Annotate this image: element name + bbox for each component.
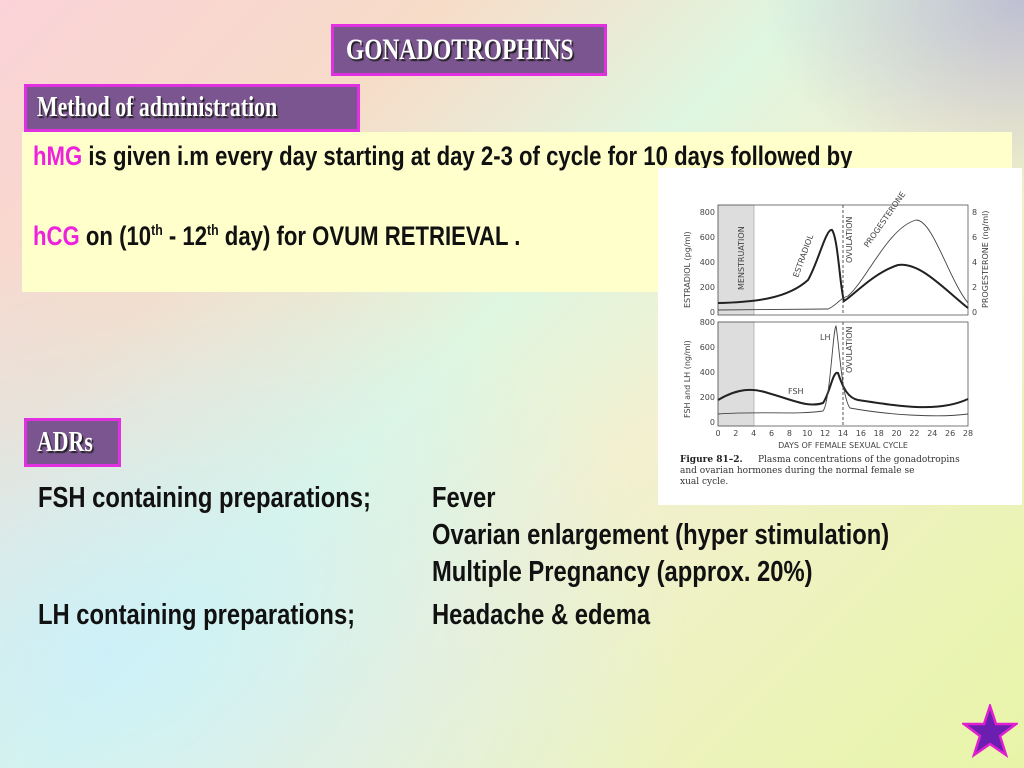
caption-number: Figure 81–2.: [680, 455, 743, 465]
y2-tick-label: 2: [972, 283, 977, 292]
lh-curve: [717, 325, 969, 417]
line-2: hCG on (10th - 12th day) for OVUM RETRIE…: [33, 212, 520, 255]
text: on (10: [79, 221, 152, 251]
y-tick-label: 0: [710, 418, 715, 427]
x-tick-label: 16: [856, 429, 866, 438]
heading: ADRs: [37, 427, 93, 458]
x-tick-label: 2: [733, 429, 738, 438]
label: OVULATION: [845, 216, 854, 263]
x-label: DAYS OF FEMALE SEXUAL CYCLE: [778, 441, 908, 450]
drug: hCG: [33, 221, 80, 251]
y-label: FSH and LH (ng/ml): [683, 340, 692, 418]
adr-item: Headache & edema: [432, 599, 651, 631]
title: GONADOTROPHINS: [346, 33, 574, 66]
text: - 12: [162, 221, 208, 251]
line-1: hMG is given i.m every day starting at d…: [33, 138, 992, 175]
label: OVULATION: [845, 326, 854, 373]
x-tick-label: 26: [945, 429, 955, 438]
y2-tick-label: 8: [972, 208, 977, 217]
x-tick-label: 22: [909, 429, 919, 438]
y-tick-label: 800: [700, 318, 715, 327]
y-tick-label: 200: [700, 393, 715, 402]
y2-label: PROGESTERONE (ng/ml): [981, 211, 990, 309]
star-button[interactable]: [962, 704, 1018, 758]
y-tick-label: 200: [700, 283, 715, 292]
drug: hMG: [33, 141, 83, 171]
y-tick-label: 600: [700, 343, 715, 352]
progesterone-curve: [717, 219, 969, 311]
y-tick-label: 800: [700, 208, 715, 217]
estradiol-curve: [717, 228, 969, 309]
x-tick-label: 28: [963, 429, 973, 438]
section-heading: ADRs: [24, 418, 121, 467]
caption-text: xual cycle.: [680, 477, 728, 487]
y-tick-label: 400: [700, 368, 715, 377]
x-tick-label: 12: [820, 429, 830, 438]
label: LH: [820, 333, 830, 342]
y-tick-label: 600: [700, 233, 715, 242]
adr-item: Multiple Pregnancy (approx. 20%): [432, 556, 813, 588]
x-tick-label: 6: [769, 429, 774, 438]
adr-label: FSH containing preparations;: [38, 482, 371, 514]
adr-item: Ovarian enlargement (hyper stimulation): [432, 519, 890, 551]
y2-tick-label: 6: [972, 233, 977, 242]
x-tick-label: 14: [838, 429, 848, 438]
x-tick-label: 10: [802, 429, 812, 438]
x-tick-label: 4: [751, 429, 756, 438]
menstruation-band: [717, 204, 755, 316]
sup: th: [151, 222, 163, 239]
y-tick-label: 0: [710, 308, 715, 317]
star[interactable]: [962, 704, 1018, 758]
label: FSH: [788, 387, 804, 396]
x-tick-label: 8: [787, 429, 792, 438]
title-box: GONADOTROPHINS: [331, 24, 607, 76]
caption-text: and ovarian hormones during the normal f…: [680, 466, 914, 476]
section-heading: Method of administration: [24, 84, 360, 132]
y2-tick-label: 4: [972, 258, 977, 267]
y-tick-label: 400: [700, 258, 715, 267]
y2-tick-label: 0: [972, 308, 977, 317]
label: MENSTRUATION: [737, 226, 746, 290]
caption-text: Plasma concentrations of the gonadotropi…: [758, 455, 960, 465]
x-tick-label: 18: [874, 429, 884, 438]
x-tick-label: 24: [927, 429, 937, 438]
text: is given i.m every day starting at day 2…: [82, 141, 853, 171]
text: day) for OVUM RETRIEVAL .: [218, 221, 521, 251]
heading: Method of administration: [37, 92, 278, 123]
adr-label: LH containing preparations;: [38, 599, 356, 631]
x-tick-label: 0: [715, 429, 720, 438]
sup: th: [207, 222, 219, 239]
menstruation-band: [717, 321, 755, 427]
fsh-curve: [717, 371, 969, 409]
adr-item: Fever: [432, 482, 496, 514]
x-tick-label: 20: [891, 429, 901, 438]
y-label: ESTRADIOL (pg/ml): [683, 231, 692, 308]
